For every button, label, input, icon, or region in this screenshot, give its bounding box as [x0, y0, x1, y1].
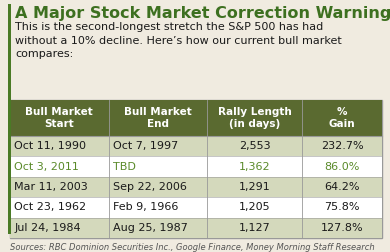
Text: 1,362: 1,362: [239, 162, 270, 172]
Text: Aug 25, 1987: Aug 25, 1987: [113, 223, 188, 233]
Bar: [10, 156, 382, 177]
Text: Oct 11, 1990: Oct 11, 1990: [14, 141, 87, 151]
Bar: [8, 4, 11, 234]
Bar: [10, 100, 382, 238]
Text: Feb 9, 1966: Feb 9, 1966: [113, 202, 178, 212]
Text: 64.2%: 64.2%: [324, 182, 360, 192]
Text: 2,553: 2,553: [239, 141, 270, 151]
Text: 1,205: 1,205: [239, 202, 270, 212]
Text: Bull Market
End: Bull Market End: [124, 107, 192, 129]
Text: Jul 24, 1984: Jul 24, 1984: [14, 223, 81, 233]
Text: Mar 11, 2003: Mar 11, 2003: [14, 182, 88, 192]
Text: Oct 7, 1997: Oct 7, 1997: [113, 141, 178, 151]
Text: Sources: RBC Dominion Securities Inc., Google Finance, Money Morning Staff Resea: Sources: RBC Dominion Securities Inc., G…: [10, 243, 375, 252]
Text: TBD: TBD: [113, 162, 136, 172]
Text: Sep 22, 2006: Sep 22, 2006: [113, 182, 187, 192]
Text: 1,127: 1,127: [239, 223, 270, 233]
Bar: [10, 217, 382, 238]
Text: A Major Stock Market Correction Warning: A Major Stock Market Correction Warning: [15, 6, 390, 21]
Bar: [10, 100, 382, 136]
Text: Oct 3, 2011: Oct 3, 2011: [14, 162, 79, 172]
Text: Bull Market
Start: Bull Market Start: [25, 107, 93, 129]
Text: 1,291: 1,291: [239, 182, 270, 192]
Text: %
Gain: % Gain: [329, 107, 355, 129]
Text: 75.8%: 75.8%: [324, 202, 360, 212]
Text: Rally Length
(in days): Rally Length (in days): [218, 107, 291, 129]
Text: This is the second-longest stretch the S&P 500 has had
without a 10% decline. He: This is the second-longest stretch the S…: [15, 22, 342, 59]
Bar: [10, 197, 382, 217]
Bar: [10, 136, 382, 156]
Text: Oct 23, 1962: Oct 23, 1962: [14, 202, 87, 212]
Bar: [10, 177, 382, 197]
Text: 86.0%: 86.0%: [324, 162, 360, 172]
Text: 232.7%: 232.7%: [321, 141, 363, 151]
Text: 127.8%: 127.8%: [321, 223, 363, 233]
